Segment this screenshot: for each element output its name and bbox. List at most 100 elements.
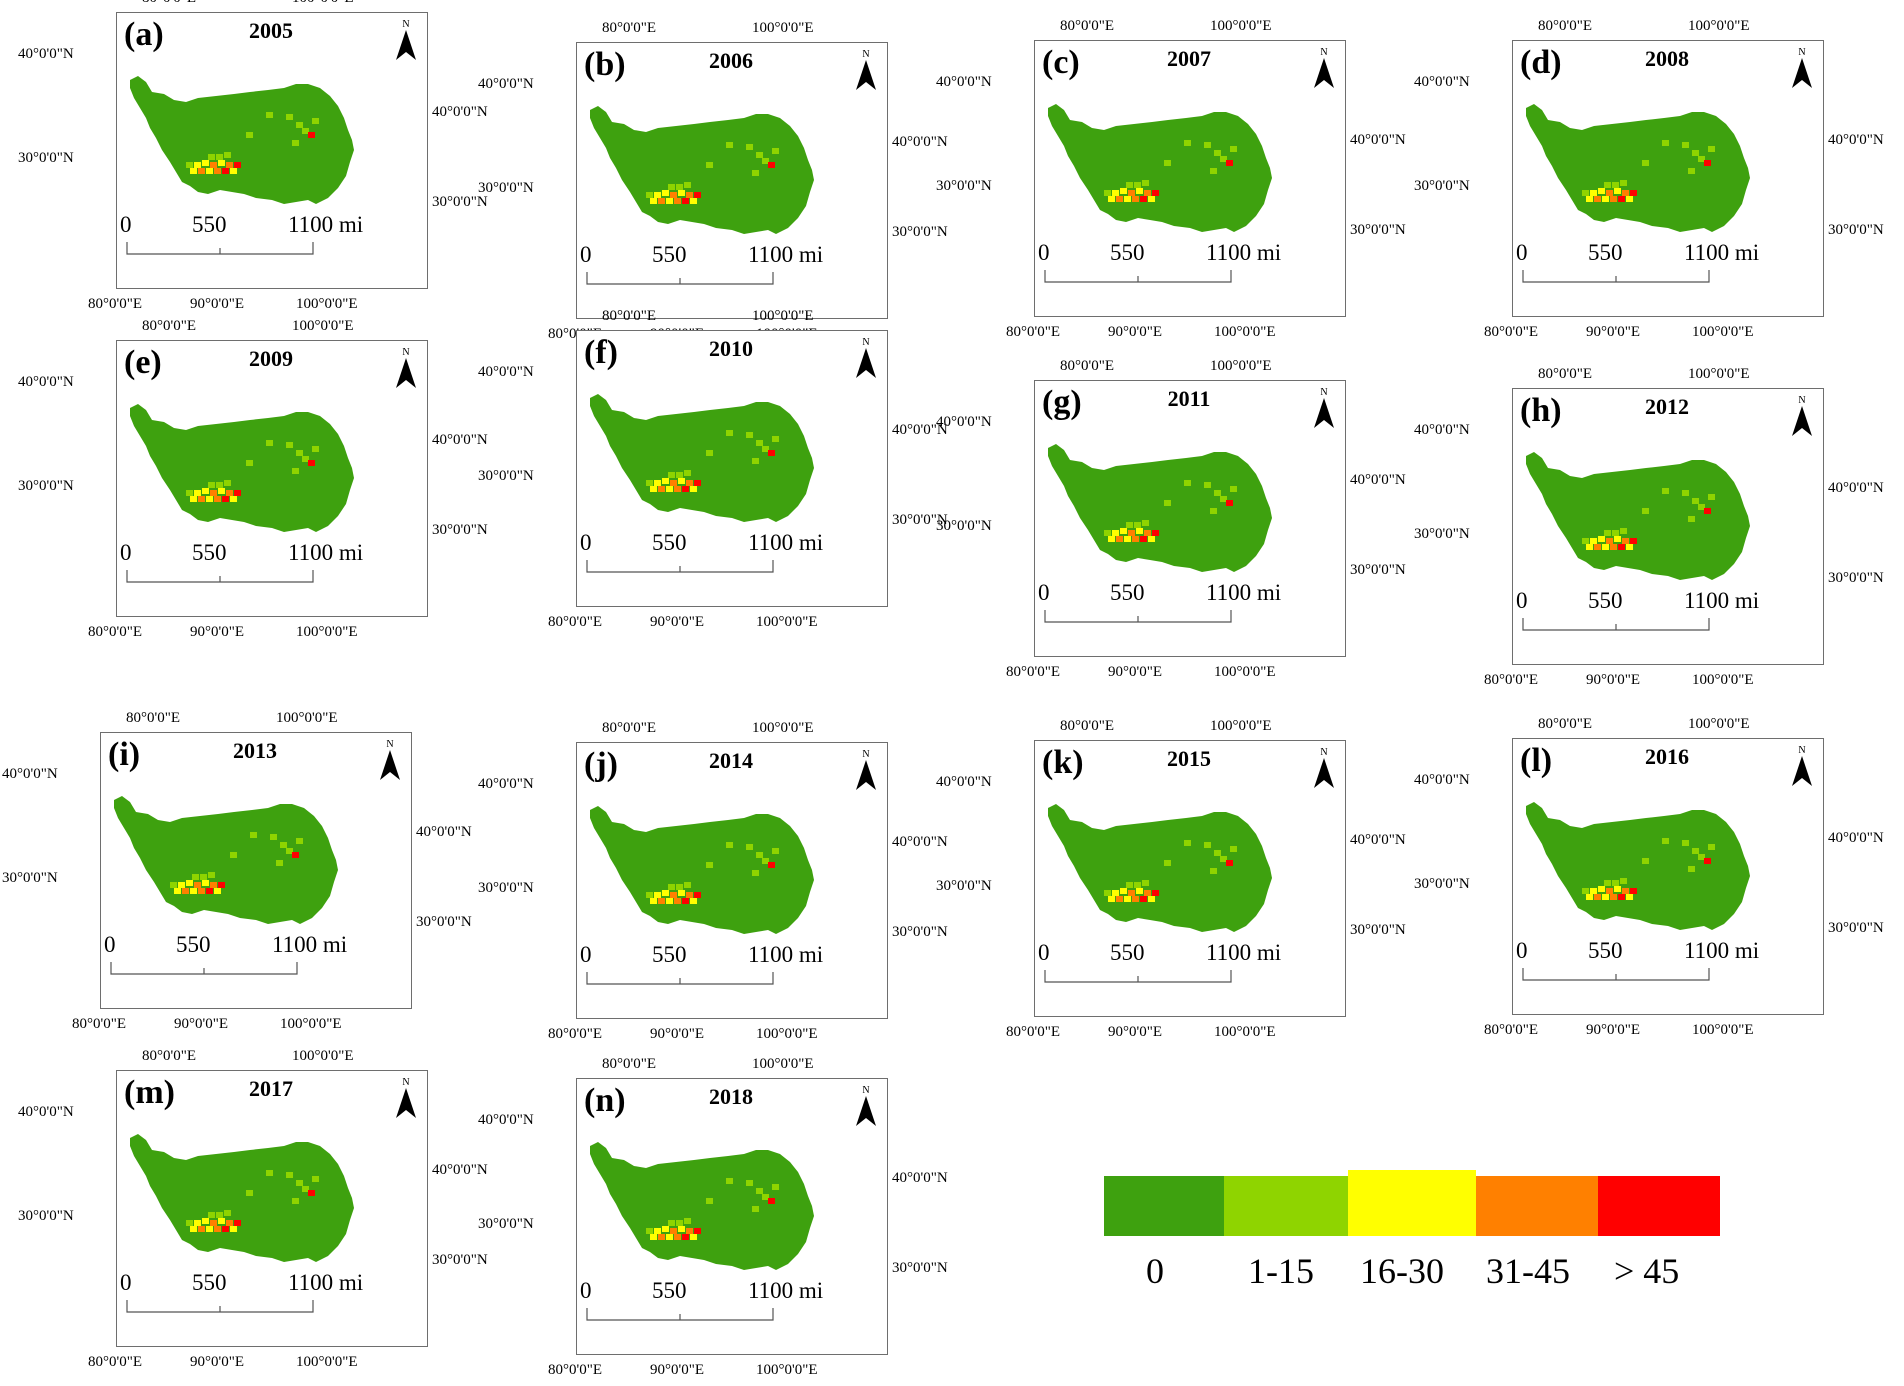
panel-year: 2013 bbox=[233, 738, 277, 763]
left-lat-30-label: 30°0'0"N bbox=[2, 870, 58, 886]
top-lon-80-label: 80°0'0"E bbox=[602, 1056, 656, 1072]
right-lat-30-label: 30°0'0"N bbox=[892, 924, 948, 940]
scale-zero-label: 0 bbox=[580, 530, 592, 555]
scale-bar bbox=[110, 962, 298, 975]
right-lat-40-label: 40°0'0"N bbox=[432, 432, 488, 448]
right-lat-30-label: 30°0'0"N bbox=[1828, 920, 1884, 936]
bottom-lon-80-label: 80°0'0"E bbox=[1006, 1024, 1060, 1040]
panel-letter: (m) bbox=[124, 1074, 175, 1111]
bottom-lon-90-label: 90°0'0"E bbox=[1108, 1024, 1162, 1040]
left-lat-40-label: 40°0'0"N bbox=[478, 1112, 534, 1128]
bottom-lon-100-label: 100°0'0"E bbox=[756, 1362, 818, 1378]
left-lat-30-label: 30°0'0"N bbox=[478, 180, 534, 196]
scale-zero-label: 0 bbox=[120, 212, 132, 237]
right-lat-30-label: 30°0'0"N bbox=[892, 224, 948, 240]
north-arrow-icon: N bbox=[856, 1085, 876, 1126]
plateau-map bbox=[590, 1142, 814, 1270]
left-lat-30-label: 30°0'0"N bbox=[936, 518, 992, 534]
top-lon-80-label: 80°0'0"E bbox=[1538, 366, 1592, 382]
top-lon-80-label: 80°0'0"E bbox=[126, 710, 180, 726]
north-arrow-icon: N bbox=[856, 749, 876, 790]
right-lat-40-label: 40°0'0"N bbox=[1828, 480, 1884, 496]
north-label: N bbox=[402, 347, 409, 358]
plateau-map bbox=[590, 806, 814, 934]
bottom-lon-80-label: 80°0'0"E bbox=[88, 1354, 142, 1370]
map-panel: (h) 2012 80°0'0"E 100°0'0"E 80°0'0"E 90°0'0"E… bbox=[1414, 366, 1884, 688]
bottom-lon-100-label: 100°0'0"E bbox=[756, 1026, 818, 1042]
scale-end-label: 1100 mi bbox=[748, 1278, 824, 1303]
bottom-lon-100-label: 100°0'0"E bbox=[1692, 324, 1754, 340]
legend-label-3: 31-45 bbox=[1486, 1251, 1570, 1291]
bottom-lon-80-label: 80°0'0"E bbox=[1484, 1022, 1538, 1038]
panel-letter: (e) bbox=[124, 344, 162, 381]
scale-zero-label: 0 bbox=[120, 1270, 132, 1295]
scale-end-label: 1100 mi bbox=[1206, 940, 1282, 965]
panel-letter: (i) bbox=[108, 736, 141, 773]
top-lon-100-label: 100°0'0"E bbox=[1688, 716, 1750, 732]
top-lon-80-label: 80°0'0"E bbox=[142, 1048, 196, 1064]
scale-end-label: 1100 mi bbox=[1684, 938, 1760, 963]
scale-end-label: 1100 mi bbox=[272, 932, 348, 957]
bottom-lon-90-label: 90°0'0"E bbox=[190, 296, 244, 312]
north-arrow-icon: N bbox=[1792, 395, 1812, 436]
plateau-map bbox=[130, 1134, 354, 1262]
panel-year: 2014 bbox=[709, 748, 753, 773]
left-lat-30-label: 30°0'0"N bbox=[1414, 876, 1470, 892]
scale-bar bbox=[586, 560, 774, 573]
north-label: N bbox=[402, 19, 409, 30]
top-lon-80-label: 80°0'0"E bbox=[1060, 18, 1114, 34]
map-panel: (j) 2014 80°0'0"E 100°0'0"E 80°0'0"E 90°0'0"E… bbox=[478, 720, 948, 1042]
panel-letter: (h) bbox=[1520, 392, 1562, 429]
right-lat-40-label: 40°0'0"N bbox=[1828, 830, 1884, 846]
north-label: N bbox=[862, 49, 869, 60]
top-lon-80-label: 80°0'0"E bbox=[602, 720, 656, 736]
scale-mid-label: 550 bbox=[1110, 240, 1145, 265]
right-lat-30-label: 30°0'0"N bbox=[1350, 222, 1406, 238]
top-lon-100-label: 100°0'0"E bbox=[292, 0, 354, 7]
top-lon-100-label: 100°0'0"E bbox=[292, 1048, 354, 1064]
bottom-lon-100-label: 100°0'0"E bbox=[1214, 664, 1276, 680]
top-lon-100-label: 100°0'0"E bbox=[752, 20, 814, 36]
top-lon-80-label: 80°0'0"E bbox=[1538, 18, 1592, 34]
scale-end-label: 1100 mi bbox=[1684, 240, 1760, 265]
scale-mid-label: 550 bbox=[1110, 940, 1145, 965]
scale-bar bbox=[126, 242, 314, 255]
panel-year: 2011 bbox=[1167, 386, 1211, 411]
scale-end-label: 1100 mi bbox=[1684, 588, 1760, 613]
top-lon-80-label: 80°0'0"E bbox=[1060, 718, 1114, 734]
left-lat-40-label: 40°0'0"N bbox=[478, 76, 534, 92]
panel-year: 2018 bbox=[709, 1084, 753, 1109]
scale-zero-label: 0 bbox=[1516, 588, 1528, 613]
bottom-lon-80-label: 80°0'0"E bbox=[88, 624, 142, 640]
left-lat-40-label: 40°0'0"N bbox=[936, 774, 992, 790]
scale-zero-label: 0 bbox=[1516, 938, 1528, 963]
plateau-map bbox=[130, 404, 354, 532]
map-panel: (k) 2015 80°0'0"E 100°0'0"E 80°0'0"E 90°0'0"E… bbox=[936, 718, 1406, 1040]
plateau-map bbox=[114, 796, 338, 924]
right-lat-40-label: 40°0'0"N bbox=[892, 834, 948, 850]
scale-zero-label: 0 bbox=[120, 540, 132, 565]
scale-mid-label: 550 bbox=[652, 242, 687, 267]
map-panel: (l) 2016 80°0'0"E 100°0'0"E 80°0'0"E 90°0'0"E… bbox=[1414, 716, 1884, 1038]
scale-bar bbox=[586, 972, 774, 985]
legend-swatch-2 bbox=[1348, 1170, 1476, 1236]
left-lat-30-label: 30°0'0"N bbox=[18, 150, 74, 166]
north-label: N bbox=[1798, 745, 1805, 756]
right-lat-30-label: 30°0'0"N bbox=[432, 1252, 488, 1268]
bottom-lon-100-label: 100°0'0"E bbox=[1692, 1022, 1754, 1038]
north-arrow-icon: N bbox=[1314, 47, 1334, 88]
right-lat-30-label: 30°0'0"N bbox=[1828, 222, 1884, 238]
bottom-lon-90-label: 90°0'0"E bbox=[1586, 672, 1640, 688]
scale-end-label: 1100 mi bbox=[748, 530, 824, 555]
legend-swatch-4 bbox=[1598, 1176, 1720, 1236]
north-arrow-icon: N bbox=[856, 49, 876, 90]
panel-letter: (g) bbox=[1042, 384, 1082, 421]
left-lat-30-label: 30°0'0"N bbox=[478, 880, 534, 896]
top-lon-100-label: 100°0'0"E bbox=[752, 308, 814, 324]
bottom-lon-80-label: 80°0'0"E bbox=[72, 1016, 126, 1032]
bottom-lon-80-label: 80°0'0"E bbox=[548, 1026, 602, 1042]
scale-end-label: 1100 mi bbox=[288, 1270, 364, 1295]
panel-year: 2016 bbox=[1645, 744, 1689, 769]
plateau-map bbox=[1526, 452, 1750, 580]
panel-letter: (b) bbox=[584, 46, 626, 83]
